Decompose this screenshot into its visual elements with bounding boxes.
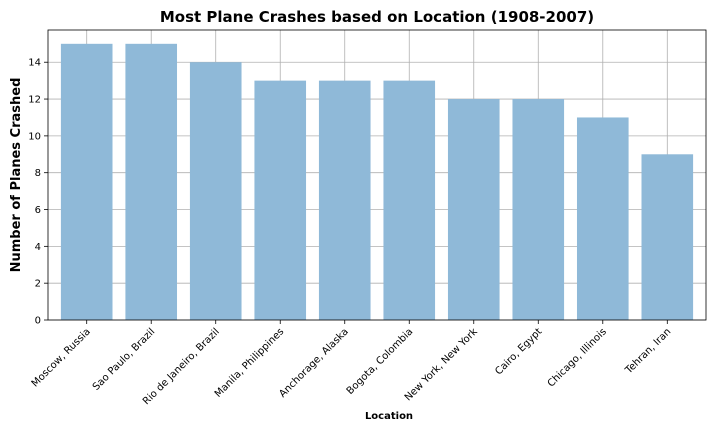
bar [125, 43, 178, 321]
bar [512, 99, 565, 320]
bar [576, 117, 629, 320]
y-tick-label: 12 [28, 95, 41, 106]
x-tick-label: Bogota, Colombia [345, 326, 416, 397]
plot-frame [47, 29, 707, 321]
bar [254, 80, 307, 320]
bar [189, 62, 242, 320]
y-axis-label: Number of Planes Crashed [9, 78, 24, 273]
y-tick-label: 2 [35, 279, 41, 290]
x-tick-label: Rio de Janeiro, Brazil [141, 326, 222, 407]
bars [60, 43, 694, 321]
y-tick-label: 10 [28, 131, 41, 142]
x-tick-label: Anchorage, Alaska [277, 326, 350, 399]
x-tick-label: Moscow, Russia [30, 326, 93, 389]
y-tick-label: 8 [35, 168, 41, 179]
bar [60, 43, 113, 321]
x-tick-label: Chicago, Illinois [546, 326, 609, 389]
x-tick-label: New York, New York [403, 326, 480, 403]
bar [383, 80, 436, 320]
bar [641, 154, 694, 320]
chart-title: Most Plane Crashes based on Location (19… [160, 8, 594, 26]
bar [318, 80, 371, 320]
y-tick-label: 14 [28, 58, 41, 69]
x-axis-label: Location [365, 411, 413, 422]
bar [447, 99, 500, 320]
x-tick-label: Cairo, Egypt [493, 326, 544, 377]
y-tick-label: 4 [35, 242, 41, 253]
x-tick-label: Sao Paulo, Brazil [91, 326, 157, 392]
y-tick-label: 6 [35, 205, 41, 216]
x-tick-label: Manila, Philippines [213, 326, 287, 400]
y-tick-label: 0 [35, 316, 41, 327]
x-tick-label: Tehran, Iran [623, 326, 673, 376]
